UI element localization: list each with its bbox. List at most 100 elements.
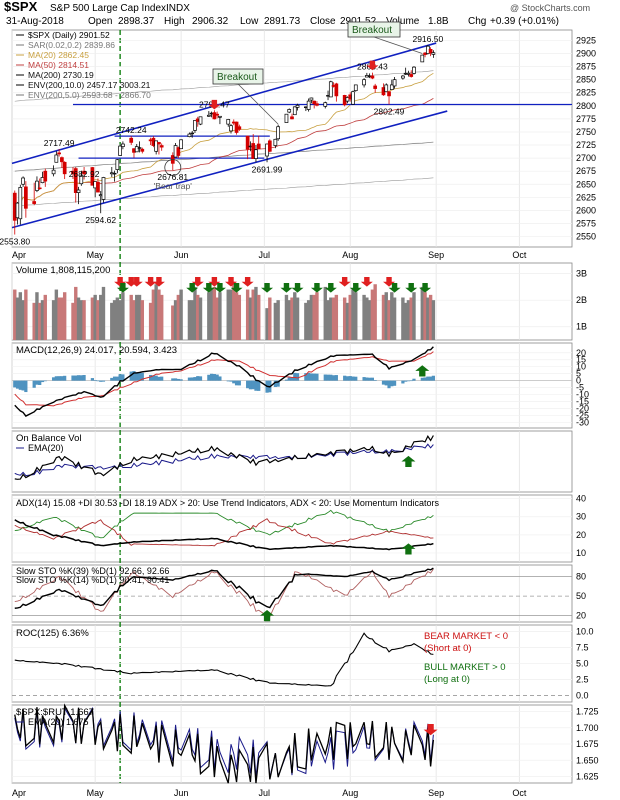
volume-bar xyxy=(326,300,330,340)
candle-body xyxy=(237,126,242,130)
obv-title: On Balance Vol xyxy=(16,433,82,444)
candle-body xyxy=(112,172,117,175)
breakout-callout-july-text: Breakout xyxy=(217,72,257,83)
candle-body xyxy=(96,181,100,193)
adx-plus-di-line xyxy=(14,509,434,539)
panel-frame-sto xyxy=(11,564,573,623)
macd-histogram-bar xyxy=(121,374,125,381)
x-axis-label-bottom: Jun xyxy=(174,788,189,798)
macd-histogram-bar xyxy=(248,380,253,390)
volume-bar xyxy=(173,300,178,340)
price-annotation: 2742.24 xyxy=(116,125,147,135)
volume-bar xyxy=(132,300,136,340)
breakout-callout-august-pointer xyxy=(373,36,423,54)
quote-date: 31-Aug-2018 xyxy=(6,16,64,27)
macd-histogram-bar xyxy=(387,380,391,389)
candle-body xyxy=(328,81,333,98)
candle-body xyxy=(21,177,25,185)
candle-body xyxy=(334,83,339,97)
macd-histogram-bar xyxy=(406,380,411,382)
volume-bar xyxy=(365,297,369,340)
roc-note-bull-sub: (Long at 0) xyxy=(424,674,470,685)
volume-bar xyxy=(151,289,156,340)
x-axis-label-bottom: Oct xyxy=(512,788,527,798)
candle-body xyxy=(76,189,81,193)
candle-body xyxy=(420,54,425,63)
volume-bar xyxy=(18,292,23,340)
quote-close-label: Close xyxy=(310,16,336,27)
macd-histogram-bar xyxy=(246,380,250,389)
volume-bar xyxy=(57,297,61,340)
volume-bar xyxy=(196,294,200,340)
ratio-y-tick: 1.725 xyxy=(576,707,599,717)
macd-histogram-bar xyxy=(365,377,369,381)
candle-body xyxy=(287,109,292,113)
candle-body xyxy=(54,154,59,163)
candle-body xyxy=(115,159,120,170)
price-annotation: 2553.80 xyxy=(0,237,30,247)
candle-body xyxy=(212,112,217,120)
macd-histogram-bar xyxy=(312,373,316,381)
chart-layers: Apr Apr May May Jun Jun Jul Jul Aug Aug Sep Sep Oct O… xyxy=(0,21,599,798)
volume-bar xyxy=(354,292,358,340)
adx-y-tick: 10 xyxy=(576,548,586,558)
ratio-y-tick: 1.625 xyxy=(576,772,599,782)
volume-red-arrow xyxy=(225,277,238,287)
macd-histogram-bar xyxy=(251,380,255,390)
price-y-tick: 2625 xyxy=(576,192,596,202)
volume-bar xyxy=(268,297,272,340)
volume-green-arrow xyxy=(280,283,293,293)
macd-y-tick: 10 xyxy=(576,362,586,372)
trend-channel-lower xyxy=(11,110,448,229)
volume-green-arrow xyxy=(349,283,362,293)
price-y-tick: 2900 xyxy=(576,49,596,59)
candle-body xyxy=(179,139,183,150)
macd-histogram-bar xyxy=(76,375,81,381)
volume-bar xyxy=(276,300,280,340)
breakout-callout-july: Breakout xyxy=(212,68,279,125)
macd-histogram-bar xyxy=(137,372,142,381)
quote-high-label: High xyxy=(164,16,185,27)
macd-histogram-bar xyxy=(15,380,20,389)
sto-title: Slow STO %K(39) %D(1) 92.66, 92.66 xyxy=(16,566,169,576)
volume-bar xyxy=(381,294,386,340)
volume-bar xyxy=(118,300,122,340)
candle-body xyxy=(409,74,414,77)
price-y-tick: 2650 xyxy=(576,179,596,189)
sto-green-arrow xyxy=(260,610,275,622)
bear-trap-circle xyxy=(164,159,182,176)
macd-histogram-bar xyxy=(392,380,397,386)
volume-bar xyxy=(21,300,25,340)
candle-body xyxy=(401,75,405,79)
candle-body xyxy=(290,116,294,120)
volume-bar xyxy=(248,297,253,340)
macd-histogram-bar xyxy=(187,377,192,381)
volume-bar xyxy=(428,294,433,340)
price-legend-item: MA(20) 2862.45 xyxy=(28,50,89,60)
volume-bar xyxy=(137,294,142,340)
roc-y-tick: 5.0 xyxy=(576,659,589,669)
x-axis-label-bottom: Sep xyxy=(428,788,444,798)
macd-histogram-bar xyxy=(412,378,416,381)
sto-y-tick: 20 xyxy=(576,611,586,621)
candle-body xyxy=(351,91,355,105)
volume-bar xyxy=(15,297,20,340)
macd-histogram-bar xyxy=(198,376,203,381)
adx-y-tick: 40 xyxy=(576,494,586,504)
volume-bar xyxy=(237,294,242,340)
roc-line xyxy=(14,632,434,687)
volume-bar xyxy=(43,294,47,340)
volume-green-arrow xyxy=(310,283,323,293)
macd-histogram-bar xyxy=(331,375,336,381)
x-axis-label-price: Aug xyxy=(342,250,358,260)
symbol-name: S&P 500 Large Cap Index xyxy=(50,3,166,14)
macd-histogram-bar xyxy=(212,374,216,381)
volume-bar xyxy=(93,294,97,340)
volume-bar xyxy=(304,302,308,340)
macd-histogram-bar xyxy=(179,379,183,381)
breakout-callout-august: Breakout xyxy=(347,21,423,54)
volume-bar xyxy=(171,305,175,340)
macd-histogram-bar xyxy=(345,376,350,381)
price-y-tick: 2925 xyxy=(576,35,596,45)
